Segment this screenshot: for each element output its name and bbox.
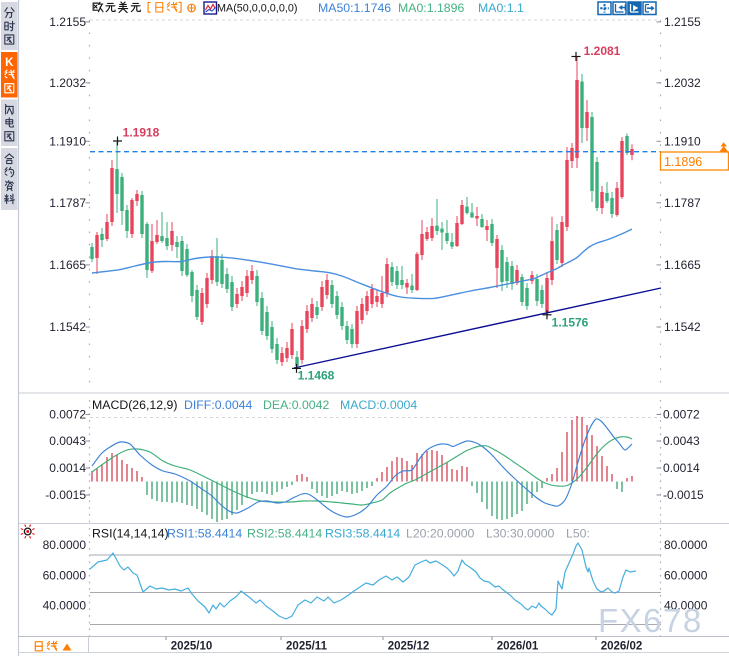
svg-text:1.2155: 1.2155	[49, 15, 86, 29]
svg-text:0.0072: 0.0072	[663, 408, 700, 422]
svg-text:2025/11: 2025/11	[286, 641, 328, 653]
svg-text:0.0043: 0.0043	[49, 434, 86, 448]
svg-text:L50:: L50:	[566, 527, 590, 541]
svg-text:1.1665: 1.1665	[664, 258, 701, 272]
svg-text:1.1542: 1.1542	[49, 320, 86, 334]
svg-text:L30:30.0000: L30:30.0000	[486, 527, 555, 541]
svg-text:1.1542: 1.1542	[664, 320, 701, 334]
svg-text:RSI2:58.4414: RSI2:58.4414	[247, 527, 322, 541]
svg-text:0.0043: 0.0043	[663, 434, 700, 448]
svg-text:1.1896: 1.1896	[664, 155, 702, 169]
svg-text:1.2032: 1.2032	[664, 76, 701, 90]
svg-text:1.1910: 1.1910	[49, 134, 86, 148]
svg-text:L20:20.0000: L20:20.0000	[406, 527, 475, 541]
svg-text:RSI(14,14,14): RSI(14,14,14)	[92, 527, 169, 541]
svg-text:1.2032: 1.2032	[49, 76, 86, 90]
svg-text:RSI3:58.4414: RSI3:58.4414	[325, 527, 400, 541]
svg-text:1.1910: 1.1910	[664, 134, 701, 148]
svg-text:1.1787: 1.1787	[49, 196, 86, 210]
svg-text:RSI1:58.4414: RSI1:58.4414	[167, 527, 242, 541]
svg-text:1.1576: 1.1576	[552, 316, 589, 330]
svg-text:1.1918: 1.1918	[123, 126, 160, 140]
svg-text:MA0:1.1896: MA0:1.1896	[398, 1, 464, 15]
svg-text:80.0000: 80.0000	[664, 538, 708, 552]
svg-text:40.0000: 40.0000	[43, 598, 87, 612]
svg-text:1.2155: 1.2155	[664, 15, 701, 29]
svg-text:2025/10: 2025/10	[171, 641, 213, 653]
svg-text:0.0072: 0.0072	[49, 408, 86, 422]
svg-text:2026/01: 2026/01	[497, 641, 539, 653]
svg-text:K: K	[5, 57, 14, 69]
svg-text:0.0014: 0.0014	[663, 461, 700, 475]
svg-text:MA50:1.1746: MA50:1.1746	[318, 1, 391, 15]
svg-text:1.1787: 1.1787	[664, 196, 701, 210]
svg-text:DIFF:0.0044: DIFF:0.0044	[184, 398, 253, 412]
svg-text:0.0014: 0.0014	[49, 461, 86, 475]
svg-text:2026/02: 2026/02	[601, 641, 643, 653]
svg-text:60.0000: 60.0000	[43, 569, 87, 583]
svg-text:-0.0015: -0.0015	[45, 488, 86, 502]
svg-text:1.2081: 1.2081	[584, 44, 621, 58]
svg-text:DEA:0.0042: DEA:0.0042	[263, 398, 329, 412]
svg-text:1.1468: 1.1468	[298, 369, 335, 383]
svg-text:MACD(26,12,9): MACD(26,12,9)	[92, 398, 177, 412]
svg-text:1.1665: 1.1665	[49, 258, 86, 272]
svg-text:MA0:1.1: MA0:1.1	[478, 1, 524, 15]
svg-text:40.0000: 40.0000	[664, 598, 708, 612]
svg-text:2025/12: 2025/12	[388, 641, 430, 653]
svg-text:FX678: FX678	[598, 602, 703, 639]
svg-text:80.0000: 80.0000	[43, 538, 87, 552]
svg-text:60.0000: 60.0000	[664, 569, 708, 583]
svg-text:MACD:0.0004: MACD:0.0004	[340, 398, 417, 412]
svg-text:-0.0015: -0.0015	[663, 488, 704, 502]
svg-text:MA(50,0,0,0,0,0): MA(50,0,0,0,0,0)	[217, 3, 297, 15]
